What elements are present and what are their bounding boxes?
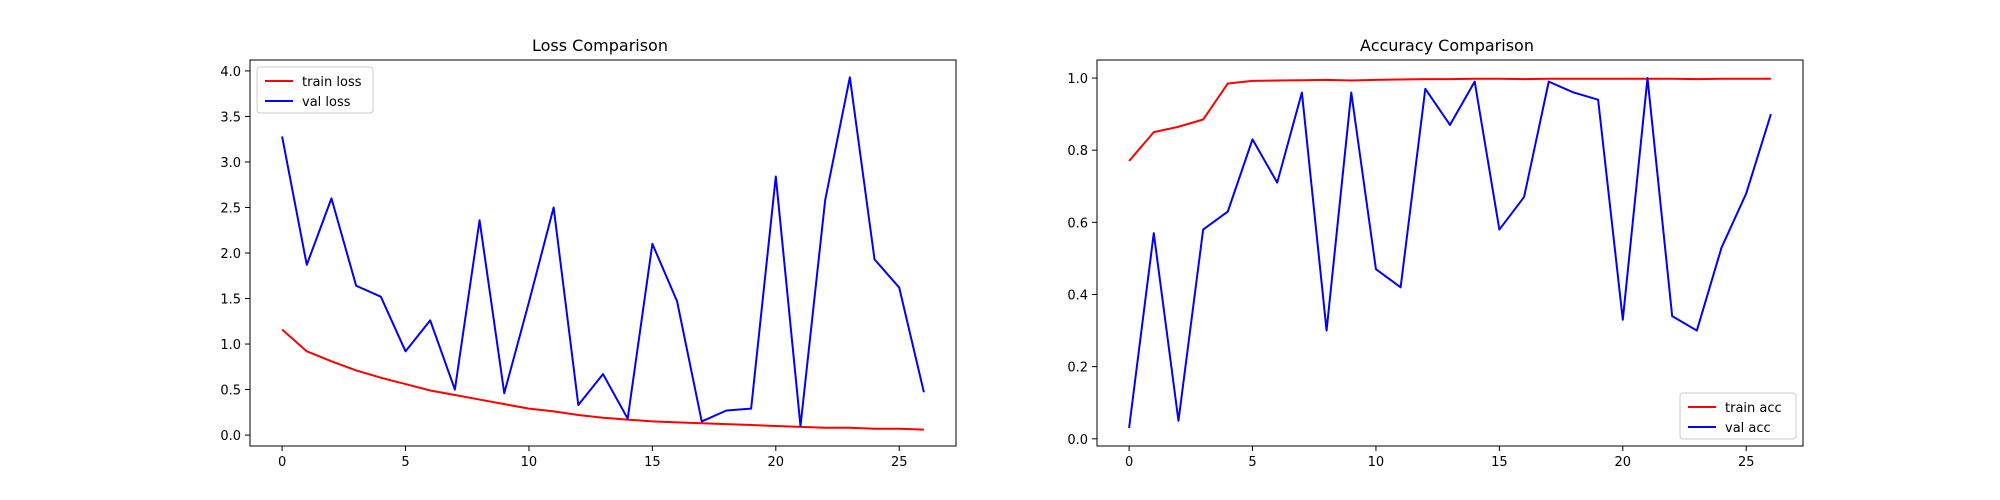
accuracy-legend-label: val acc	[1725, 421, 1771, 436]
accuracy-y-tick-label: 0.0	[1067, 433, 1088, 448]
loss-x-tick-label: 25	[891, 455, 908, 470]
accuracy-y-tick-label: 0.8	[1067, 144, 1088, 159]
accuracy-y-tick-label: 0.4	[1067, 288, 1088, 303]
loss-x-tick-label: 10	[521, 455, 538, 470]
accuracy-x-tick-label: 0	[1125, 455, 1133, 470]
accuracy-legend-label: train acc	[1725, 401, 1782, 416]
loss-y-tick-label: 0.5	[220, 384, 241, 399]
loss-x-tick-label: 5	[401, 455, 409, 470]
accuracy-x-tick-label: 5	[1248, 455, 1256, 470]
accuracy-series-line-val-acc	[1128, 77, 1772, 429]
loss-y-tick-label: 2.0	[220, 247, 241, 262]
accuracy-series-line-train-acc	[1128, 77, 1771, 162]
loss-chart-title: Loss Comparison	[532, 36, 668, 55]
loss-plot-frame	[249, 59, 957, 447]
loss-y-tick-label: 3.5	[220, 110, 241, 125]
accuracy-legend: train acc val acc	[1679, 392, 1797, 440]
loss-series-line-val-loss	[281, 76, 925, 427]
loss-y-tick-label: 1.0	[220, 338, 241, 353]
loss-y-tick-label: 0.0	[220, 429, 241, 444]
loss-legend-label: train loss	[302, 75, 362, 90]
loss-legend-label: val loss	[302, 95, 351, 110]
loss-y-tick-label: 3.0	[220, 156, 241, 171]
loss-chart: Loss Comparison 0 5 10 15 20 25 0.0 0.5 1.0 1.5 2.…	[220, 36, 957, 470]
loss-legend: train loss val loss	[256, 66, 374, 114]
accuracy-chart-title: Accuracy Comparison	[1360, 36, 1534, 55]
loss-y-tick-label: 4.0	[220, 65, 241, 80]
loss-y-tick-label: 2.5	[220, 201, 241, 216]
accuracy-x-tick-label: 20	[1615, 455, 1632, 470]
loss-y-tick-label: 1.5	[220, 293, 241, 308]
accuracy-x-tick-label: 15	[1491, 455, 1508, 470]
loss-series-line-train-loss	[281, 328, 924, 431]
accuracy-x-tick-label: 10	[1368, 455, 1385, 470]
accuracy-y-tick-label: 1.0	[1067, 72, 1088, 87]
loss-x-tick-label: 0	[278, 455, 286, 470]
loss-x-tick-label: 20	[768, 455, 785, 470]
accuracy-chart: Accuracy Comparison 0 5 10 15 20 25 0.0 0.2 0.4 0…	[1067, 36, 1804, 470]
accuracy-plot-frame	[1096, 59, 1804, 447]
loss-x-tick-label: 15	[644, 455, 661, 470]
accuracy-y-tick-label: 0.6	[1067, 216, 1088, 231]
accuracy-y-tick-label: 0.2	[1067, 361, 1088, 376]
accuracy-x-tick-label: 25	[1738, 455, 1755, 470]
